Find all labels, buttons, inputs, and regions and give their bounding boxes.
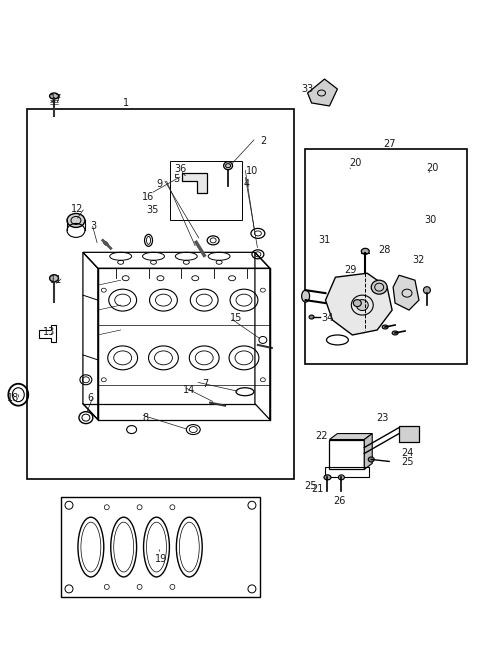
Text: 4: 4 [244,178,250,189]
Text: 25: 25 [304,482,317,491]
Ellipse shape [392,331,398,335]
Text: 24: 24 [401,449,413,459]
Ellipse shape [368,457,374,462]
Text: 8: 8 [143,413,149,422]
Text: 5: 5 [173,174,180,184]
Text: 16: 16 [143,192,155,201]
Text: 14: 14 [183,384,195,395]
Bar [27,109,294,480]
Ellipse shape [423,287,431,294]
Ellipse shape [361,249,369,255]
Text: 17: 17 [50,94,62,104]
Ellipse shape [338,475,344,480]
Text: 13: 13 [43,327,55,337]
Text: 11: 11 [50,276,62,285]
Ellipse shape [309,315,314,319]
Text: 3: 3 [91,222,97,232]
Text: 35: 35 [146,205,159,216]
Text: 21: 21 [312,484,324,495]
Ellipse shape [356,300,368,310]
Text: 22: 22 [315,430,328,441]
Text: 34: 34 [322,313,334,323]
Bar [170,161,242,220]
Bar [399,426,419,441]
Polygon shape [364,434,372,470]
Ellipse shape [49,275,59,281]
Ellipse shape [324,475,331,480]
Ellipse shape [49,93,59,99]
Polygon shape [325,274,392,335]
Text: 9: 9 [156,178,163,189]
Ellipse shape [371,280,387,294]
Text: 15: 15 [230,313,242,323]
Bar [61,497,260,597]
Text: 25: 25 [401,457,413,468]
Ellipse shape [301,290,310,302]
Text: 18: 18 [7,393,20,403]
Bar [329,440,364,470]
Text: 31: 31 [318,236,331,245]
Text: 30: 30 [425,215,437,226]
Ellipse shape [382,325,388,329]
Polygon shape [182,173,207,193]
Text: 6: 6 [88,393,94,403]
Text: 28: 28 [378,245,390,255]
Text: 10: 10 [246,166,258,176]
Text: 1: 1 [122,98,129,108]
Text: 36: 36 [174,164,186,174]
Text: 32: 32 [413,255,425,265]
Bar [324,468,369,478]
Polygon shape [393,276,419,310]
Text: 33: 33 [301,84,314,94]
Text: 27: 27 [383,139,396,149]
Polygon shape [308,79,337,106]
Text: 20: 20 [349,157,361,168]
Text: 26: 26 [333,496,346,506]
Text: 23: 23 [376,413,388,422]
Bar [305,149,467,364]
Text: 2: 2 [261,136,267,146]
Ellipse shape [224,162,232,170]
Polygon shape [329,434,372,440]
Ellipse shape [353,300,361,306]
Text: 20: 20 [427,163,439,173]
Text: 19: 19 [156,554,168,564]
Ellipse shape [67,213,85,228]
Text: 12: 12 [71,203,83,213]
Text: 29: 29 [344,265,357,276]
Text: 7: 7 [202,379,208,389]
